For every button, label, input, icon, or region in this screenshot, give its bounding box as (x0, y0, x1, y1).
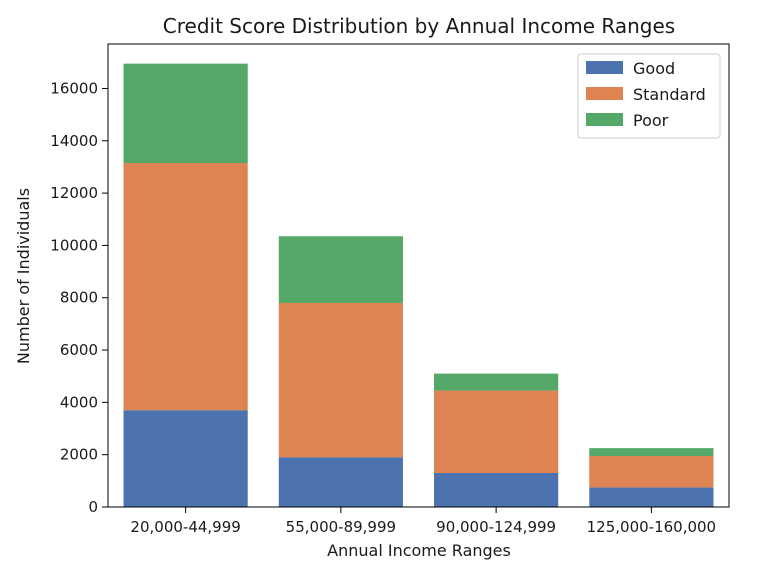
y-tick-label: 10000 (50, 236, 98, 254)
y-tick-label: 2000 (60, 446, 98, 464)
bars-group (123, 63, 714, 507)
legend-swatch-standard (586, 87, 623, 100)
chart-title: Credit Score Distribution by Annual Inco… (163, 14, 675, 38)
x-tick-label: 125,000-160,000 (587, 518, 716, 536)
legend-swatch-good (586, 61, 623, 74)
bar-poor-1 (278, 236, 403, 303)
bar-good-0 (123, 410, 248, 507)
bar-poor-3 (589, 448, 714, 456)
legend-label-standard: Standard (633, 85, 706, 104)
legend-swatch-poor (586, 113, 623, 126)
bar-good-1 (278, 457, 403, 507)
y-tick-label: 4000 (60, 393, 98, 411)
plot-frame (107, 43, 730, 508)
x-tick-label: 90,000-124,999 (436, 518, 556, 536)
y-tick-label: 14000 (50, 132, 98, 150)
axes-group: 0 2000 4000 6000 8000 10000 12000 14000 16000 20,… (50, 43, 730, 536)
bar-standard-1 (278, 302, 403, 458)
bar-poor-0 (123, 63, 248, 164)
bar-good-3 (589, 487, 714, 507)
legend: Good Standard Poor (577, 53, 721, 139)
y-tick-label: 6000 (60, 341, 98, 359)
bar-standard-0 (123, 163, 248, 411)
bar-standard-2 (434, 390, 559, 473)
y-tick-label: 12000 (50, 184, 98, 202)
y-tick-label: 16000 (50, 79, 98, 97)
bar-poor-2 (434, 373, 559, 391)
bar-good-2 (434, 472, 559, 507)
legend-label-good: Good (633, 59, 675, 78)
y-tick-label: 0 (88, 498, 98, 516)
legend-label-poor: Poor (633, 111, 669, 130)
x-axis-label: Annual Income Ranges (327, 541, 511, 560)
x-tick-label: 20,000-44,999 (130, 518, 240, 536)
x-tick-label: 55,000-89,999 (286, 518, 396, 536)
y-axis-label: Number of Individuals (14, 188, 33, 364)
bar-standard-3 (589, 455, 714, 488)
y-tick-label: 8000 (60, 289, 98, 307)
